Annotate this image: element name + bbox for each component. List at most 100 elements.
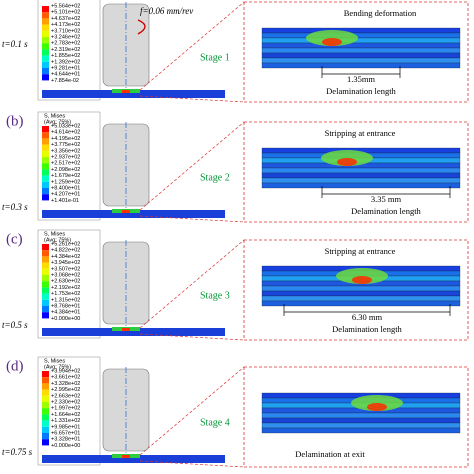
colorbar-cell	[42, 157, 49, 164]
legend-value: +1.401e-01	[51, 198, 79, 204]
colorbar-cell	[42, 312, 49, 319]
legend-value: +3.775e+02	[51, 142, 80, 148]
colorbar-cell	[42, 293, 49, 300]
legend-value: +4.644e+01	[51, 72, 80, 78]
colorbar-cell	[42, 43, 49, 50]
workpiece	[42, 328, 225, 336]
workpiece	[42, 455, 225, 463]
colorbar-cell	[42, 49, 49, 56]
legend-value: +4.195e+02	[51, 136, 80, 142]
time-label: t=0.5 s	[2, 320, 28, 330]
legend-avg: (Avg: 75%)	[44, 237, 71, 243]
colorbar-cell	[42, 12, 49, 19]
colorbar-cell	[42, 395, 49, 402]
legend-value: +0.000e+00	[51, 316, 80, 322]
workpiece	[42, 90, 225, 98]
annotation: Stripping at entrance	[325, 246, 396, 256]
damage-core	[322, 38, 342, 46]
annotation: Bending deformation	[344, 8, 417, 18]
ply	[261, 47, 461, 54]
legend-value: +5.564e+02	[51, 3, 80, 9]
leader	[139, 239, 245, 329]
damage-core	[352, 276, 372, 284]
ply	[261, 27, 461, 34]
colorbar-cell	[42, 299, 49, 306]
ply	[261, 42, 461, 49]
colorbar-cell	[42, 169, 49, 176]
colorbar-cell	[42, 402, 49, 409]
colorbar-cell	[42, 383, 49, 390]
legend-value: +7.854e-02	[51, 78, 79, 84]
panel-label: (d)	[6, 358, 24, 374]
colorbar-cell	[42, 181, 49, 188]
colorbar-cell	[42, 262, 49, 269]
legend-value: +3.994e+02	[51, 368, 80, 374]
legend-value: +9.281e+01	[51, 65, 80, 71]
legend-value: +0.000e+00	[51, 443, 80, 449]
colorbar-cell	[42, 68, 49, 75]
legend-title: S, Mises	[44, 231, 65, 237]
legend-value: +2.330e+02	[51, 399, 80, 405]
legend-value: +5.101e+02	[51, 10, 80, 16]
colorbar-cell	[42, 74, 49, 81]
legend-value: +1.392e+02	[51, 59, 80, 65]
legend-avg: (Avg: 75%)	[44, 119, 71, 125]
workpiece	[42, 210, 225, 218]
legend-value: +5.261e+02	[51, 241, 80, 247]
feed: f=0.06 mm/rev	[140, 6, 193, 16]
panel-label: (b)	[6, 113, 24, 129]
legend-value: +5.033e+02	[51, 123, 80, 129]
colorbar-cell	[42, 55, 49, 62]
colorbar-cell	[42, 414, 49, 421]
length: 1.35mm	[347, 74, 375, 84]
legend-value: +2.995e+02	[51, 387, 80, 393]
colorbar-cell	[42, 250, 49, 257]
legend-value: +8.768e+01	[51, 303, 80, 309]
legend-value: +2.630e+02	[51, 279, 80, 285]
legend-value: +1.315e+02	[51, 297, 80, 303]
damage-core	[367, 403, 387, 411]
legend-value: +4.614e+02	[51, 130, 80, 136]
annotation: Stripping at entrance	[325, 128, 396, 138]
ply	[261, 177, 461, 184]
legend-value: +4.822e+02	[51, 248, 80, 254]
time-label: t=0.1 s	[2, 39, 28, 49]
ply	[261, 62, 461, 69]
legend-title: S, Mises	[44, 358, 65, 364]
colorbar-cell	[42, 24, 49, 31]
stage: Stage 3	[200, 290, 230, 301]
leader	[139, 333, 245, 341]
legend-value: +3.246e+02	[51, 34, 80, 40]
legend-value: +1.679e+02	[51, 173, 80, 179]
colorbar-cell	[42, 194, 49, 201]
stress-core	[122, 210, 130, 213]
zoom-box	[243, 366, 469, 468]
colorbar-cell	[42, 287, 49, 294]
colorbar-cell	[42, 420, 49, 427]
legend-value: +9.985e+01	[51, 424, 80, 430]
ply	[261, 300, 461, 307]
colorbar-cell	[42, 175, 49, 182]
damage-core	[337, 158, 357, 166]
ply	[261, 167, 461, 174]
stage: Stage 4	[200, 417, 230, 428]
length-label: Delamination length	[332, 324, 402, 334]
colorbar-cell	[42, 389, 49, 396]
ply	[261, 37, 461, 44]
ply	[261, 290, 461, 297]
panel-label: (c)	[6, 231, 23, 247]
colorbar-cell	[42, 377, 49, 384]
legend-value: +4.384e+02	[51, 254, 80, 260]
legend-value: +3.068e+02	[51, 272, 80, 278]
leader	[139, 95, 245, 103]
leader	[139, 366, 245, 456]
colorbar-cell	[42, 138, 49, 145]
legend-avg: (Avg: 75%)	[44, 364, 71, 370]
length-label: Delamination length	[351, 206, 421, 216]
ply	[261, 412, 461, 419]
length: 6.30 mm	[352, 312, 383, 322]
legend-value: +2.319e+02	[51, 47, 80, 53]
legend-title: S, Mises	[44, 113, 65, 119]
legend-value: +3.507e+02	[51, 266, 80, 272]
colorbar-cell	[42, 126, 49, 133]
